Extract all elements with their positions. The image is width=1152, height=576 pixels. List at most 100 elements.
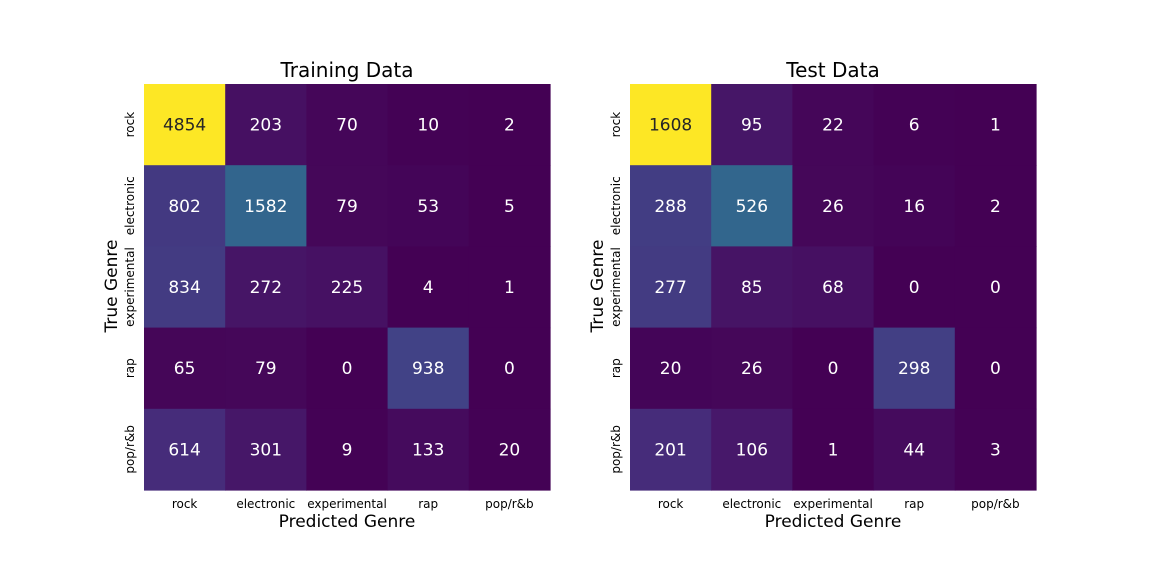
heatmap-cell: [387, 246, 470, 329]
cell-value-label: 1: [504, 278, 515, 298]
x-tick-label: rap: [904, 497, 924, 511]
cell-value-label: 85: [741, 278, 763, 298]
cell-value-label: 225: [331, 278, 363, 298]
heatmap-cell: [468, 84, 551, 166]
heatmap-cell: [225, 84, 307, 166]
cell-value-label: 2: [990, 197, 1001, 217]
heatmap-cell: [954, 408, 1037, 491]
cell-value-label: 201: [654, 440, 686, 460]
y-tick-label: experimental: [609, 247, 623, 327]
heatmap-cell: [792, 327, 875, 410]
cell-value-label: 6: [909, 116, 920, 136]
y-tick-label: electronic: [609, 176, 623, 235]
cell-value-label: 95: [741, 116, 763, 136]
cell-value-label: 0: [990, 359, 1001, 379]
heatmap-cell: [306, 246, 389, 329]
cell-value-label: 1608: [649, 116, 692, 136]
x-tick-label: experimental: [793, 497, 873, 511]
cell-value-label: 70: [336, 116, 358, 136]
heatmap-cell: [630, 165, 712, 247]
heatmap-cell: [387, 408, 470, 491]
heatmap-cell: [873, 246, 956, 329]
y-axis-label: True Genre: [588, 240, 608, 334]
heatmap-cell: [144, 165, 226, 247]
heatmap-cell: [873, 408, 956, 491]
heatmap-cell: [792, 84, 875, 166]
cell-value-label: 938: [412, 359, 444, 379]
cell-value-label: 834: [168, 278, 200, 298]
heatmap-cell: [630, 84, 712, 166]
cell-value-label: 4854: [163, 116, 206, 136]
cell-value-label: 0: [990, 278, 1001, 298]
test-data-panel: Test Data 1608 95 22 6 1 288 526 26 16 2 277 85 68 0 0…: [588, 58, 1037, 532]
heatmap-cell: [468, 327, 551, 410]
x-tick-labels: rock electronic experimental rap pop/r&b: [658, 497, 1020, 511]
x-tick-label: electronic: [236, 497, 295, 511]
heatmap-cells: 1608 95 22 6 1 288 526 26 16 2 277 85 68 0 0 20 26 0 298 0 2…: [630, 84, 1037, 491]
cell-value-label: 65: [174, 359, 196, 379]
heatmap-cell: [144, 327, 226, 410]
heatmap-cell: [387, 84, 470, 166]
cell-value-label: 614: [168, 440, 200, 460]
heatmap-cell: [873, 84, 956, 166]
heatmap-cell: [630, 246, 712, 329]
heatmap-cell: [387, 327, 470, 410]
cell-value-label: 272: [250, 278, 282, 298]
cell-value-label: 133: [412, 440, 444, 460]
heatmap-cell: [711, 165, 793, 247]
heatmap-cell: [630, 408, 712, 491]
cell-value-label: 20: [499, 440, 521, 460]
x-tick-label: pop/r&b: [485, 497, 534, 511]
heatmap-cell: [306, 408, 389, 491]
cell-value-label: 526: [736, 197, 768, 217]
cell-value-label: 79: [255, 359, 277, 379]
heatmap-cell: [144, 84, 226, 166]
y-axis-label: True Genre: [102, 240, 122, 334]
x-tick-label: pop/r&b: [971, 497, 1020, 511]
y-tick-label: rap: [123, 358, 137, 378]
heatmap-cell: [468, 408, 551, 491]
heatmap-cell: [225, 408, 307, 491]
cell-value-label: 1: [828, 440, 839, 460]
heatmap-cell: [225, 246, 307, 329]
heatmap-cell: [954, 246, 1037, 329]
heatmap-cell: [225, 327, 307, 410]
cell-value-label: 0: [342, 359, 353, 379]
heatmap-cell: [306, 84, 389, 166]
cell-value-label: 16: [903, 197, 925, 217]
heatmap-cell: [387, 165, 470, 247]
heatmap-cell: [711, 408, 793, 491]
heatmap-cell: [954, 165, 1037, 247]
cell-value-label: 0: [504, 359, 515, 379]
cell-value-label: 1: [990, 116, 1001, 136]
x-tick-label: experimental: [307, 497, 387, 511]
y-tick-label: electronic: [123, 176, 137, 235]
heatmap-cell: [468, 246, 551, 329]
cell-value-label: 20: [660, 359, 682, 379]
y-tick-label: experimental: [123, 247, 137, 327]
heatmap-cell: [873, 165, 956, 247]
cell-value-label: 277: [654, 278, 686, 298]
heatmap-cell: [225, 165, 307, 247]
heatmap-cell: [630, 327, 712, 410]
heatmap-cell: [954, 84, 1037, 166]
y-tick-label: pop/r&b: [609, 425, 623, 474]
y-tick-labels: rock electronic experimental rap pop/r&b: [609, 112, 623, 474]
heatmap-cell: [711, 84, 793, 166]
heatmap-cell: [468, 165, 551, 247]
heatmap-cell: [954, 327, 1037, 410]
x-tick-label: rock: [172, 497, 198, 511]
y-tick-label: rap: [609, 358, 623, 378]
heatmap-cell: [792, 408, 875, 491]
x-tick-label: rap: [418, 497, 438, 511]
cell-value-label: 802: [168, 197, 200, 217]
heatmap-cell: [792, 165, 875, 247]
heatmap-cell: [144, 246, 226, 329]
heatmap-cell: [873, 327, 956, 410]
x-tick-label: rock: [658, 497, 684, 511]
y-tick-label: pop/r&b: [123, 425, 137, 474]
y-tick-label: rock: [123, 112, 137, 138]
cell-value-label: 26: [741, 359, 763, 379]
panel-title: Test Data: [785, 58, 880, 82]
